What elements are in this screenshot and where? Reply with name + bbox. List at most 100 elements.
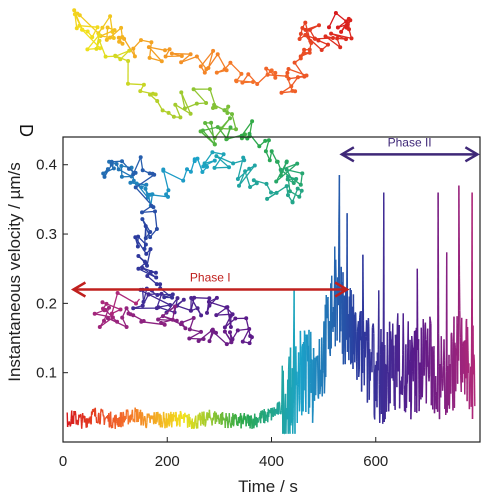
trajectory-point xyxy=(224,137,229,142)
trajectory-point xyxy=(302,47,307,52)
velocity-segment xyxy=(304,336,307,392)
velocity-segment xyxy=(272,414,275,418)
trajectory-point xyxy=(181,297,186,302)
velocity-segment xyxy=(130,417,133,421)
velocity-segment xyxy=(428,374,431,382)
trajectory-segment xyxy=(101,15,111,29)
trajectory-segment xyxy=(247,73,258,85)
trajectory-point xyxy=(94,46,99,51)
velocity-segment xyxy=(388,390,390,412)
trajectory-point xyxy=(263,138,268,143)
trajectory-point xyxy=(140,210,144,215)
trajectory-point xyxy=(195,306,200,311)
trajectory-segment xyxy=(115,50,130,57)
trajectory-segment xyxy=(275,163,298,182)
trajectory-segment xyxy=(340,18,350,33)
trajectory-point xyxy=(100,300,105,305)
trajectory-segment xyxy=(280,162,298,171)
trajectory-point xyxy=(207,303,212,308)
velocity-segment xyxy=(424,322,427,340)
trajectory-point xyxy=(170,295,175,300)
trajectory-segment xyxy=(134,236,147,255)
trajectory-segment xyxy=(275,162,288,182)
y-tick-label: 0.3 xyxy=(36,226,57,243)
velocity-segment xyxy=(224,420,227,429)
velocity-segment xyxy=(333,299,336,327)
trajectory-point xyxy=(156,317,161,322)
velocity-segment xyxy=(86,418,89,428)
trajectory-point xyxy=(120,315,125,320)
trajectory-point xyxy=(326,42,330,47)
velocity-segment xyxy=(153,412,156,415)
trajectory-segment xyxy=(86,34,100,50)
trajectory-point xyxy=(242,158,247,163)
trajectory-segment xyxy=(216,155,234,164)
trajectory-point xyxy=(333,11,338,15)
trajectory-point xyxy=(100,25,105,30)
trajectory-segment xyxy=(189,317,195,330)
trajectory-point xyxy=(292,60,297,65)
velocity-segment xyxy=(405,384,408,408)
trajectory-point xyxy=(255,82,260,86)
trajectory-point xyxy=(153,270,158,275)
velocity-segment xyxy=(122,411,125,417)
trajectory-point xyxy=(128,312,133,317)
trajectory-point xyxy=(143,224,148,229)
trajectory-segment xyxy=(291,188,299,203)
trajectory-segment xyxy=(286,169,303,175)
trajectory-segment xyxy=(130,182,147,186)
trajectory-point xyxy=(205,164,209,169)
trajectory-point xyxy=(273,70,278,75)
trajectory-point xyxy=(248,185,253,189)
velocity-segment xyxy=(297,384,299,387)
trajectory-point xyxy=(244,316,249,321)
velocity-segment xyxy=(297,352,300,396)
trajectory-segment xyxy=(74,14,78,29)
trajectory-point xyxy=(329,31,334,36)
velocity-segment xyxy=(314,357,317,363)
trajectory-point xyxy=(194,101,199,106)
trajectory-segment xyxy=(174,104,191,115)
trajectory-point xyxy=(307,50,312,55)
trajectory-point xyxy=(233,316,238,321)
phase-label: Phase II xyxy=(388,135,432,149)
velocity-segment xyxy=(372,323,375,334)
trajectory-point xyxy=(319,48,324,52)
trajectory-segment xyxy=(180,92,186,109)
velocity-segment xyxy=(160,415,163,421)
trajectory-point xyxy=(297,37,302,41)
velocity-segment xyxy=(448,383,451,409)
trajectory-point xyxy=(231,161,236,166)
trajectory-segment xyxy=(236,79,254,83)
trajectory-point xyxy=(109,162,114,167)
trajectory-point xyxy=(286,67,291,71)
trajectory-point xyxy=(140,266,145,270)
trajectory-point xyxy=(274,190,279,195)
velocity-series xyxy=(66,175,476,435)
trajectory-segment xyxy=(165,297,179,313)
trajectory-point xyxy=(214,154,219,159)
trajectory-point xyxy=(117,39,122,44)
trajectory-segment xyxy=(74,13,83,31)
trajectory-point xyxy=(269,68,274,73)
trajectory-point xyxy=(221,152,226,157)
velocity-segment xyxy=(136,413,139,423)
trajectory-point xyxy=(274,179,279,184)
velocity-segment xyxy=(387,371,389,374)
trajectory-point xyxy=(222,325,227,330)
trajectory-point xyxy=(124,325,129,329)
trajectory-point xyxy=(115,319,120,324)
trajectory-point xyxy=(147,55,152,60)
trajectory-point xyxy=(146,45,151,50)
trajectory-point xyxy=(234,79,239,84)
trajectory-point xyxy=(200,128,205,133)
trajectory-point xyxy=(265,196,270,201)
velocity-segment xyxy=(162,420,164,425)
trajectory-point xyxy=(116,167,121,172)
velocity-segment xyxy=(240,415,243,419)
trajectory-point xyxy=(104,37,109,42)
panel-letter: D xyxy=(16,124,36,137)
trajectory-point xyxy=(338,45,343,50)
trajectory-segment xyxy=(214,166,230,169)
